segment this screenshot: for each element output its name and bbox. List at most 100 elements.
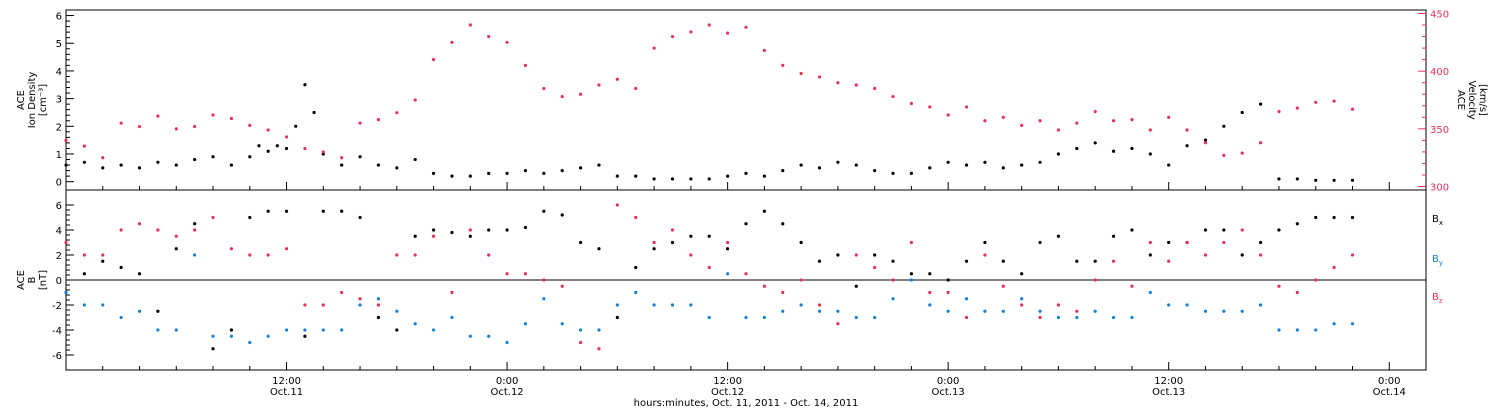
x-tick-time-2: 12:00 [713,376,742,387]
density-point-35 [634,174,638,178]
b-tick-label-1: -4 [52,326,62,337]
bz-point-12 [284,247,289,251]
bz-point-13 [303,303,307,307]
b-tick-label-0: -6 [52,351,62,362]
bz-point-61 [1185,240,1189,245]
velocity-point-39 [781,63,785,67]
bx-point-51 [1001,259,1005,263]
density-point-9 [229,163,234,167]
bz-point-54 [1056,303,1061,307]
x-tick-day-5: Oct.14 [1373,387,1406,398]
by-point-19 [413,322,417,326]
velocity-point-61 [1185,128,1189,132]
velocity-point-26 [542,86,546,91]
density-point-66 [1203,138,1208,142]
bz-point-48 [946,290,950,295]
bx-point-47 [928,272,932,276]
bx-point-68 [1314,215,1318,220]
bx-point-63 [1222,228,1226,232]
bz-point-53 [1038,315,1042,320]
bz-point-29 [597,347,601,351]
by-point-10 [248,340,252,345]
velocity-ylabel-line2: Velocity [1466,80,1477,119]
x-tick-time-5: 0:00 [1378,376,1400,387]
density-tick-label-6: 6 [56,12,62,23]
velocity-point-9 [229,116,234,121]
bz-point-9 [229,247,234,251]
bx-point-3 [119,265,123,270]
bx-point-10 [248,215,252,220]
x-tick-day-1: Oct.12 [490,387,523,398]
density-point-15 [294,124,298,128]
bz-point-51 [1001,284,1005,288]
density-point-68 [1240,110,1244,115]
bz-point-62 [1203,253,1208,257]
top-data-points [64,23,1355,182]
by-point-38 [762,315,766,320]
velocity-point-56 [1093,109,1097,114]
by-point-70 [1350,322,1355,326]
bz-point-18 [395,253,399,257]
by-point-30 [615,303,619,307]
by-point-0 [64,290,68,295]
density-point-7 [193,157,197,162]
velocity-point-35 [707,23,711,27]
bx-point-58 [1130,228,1134,232]
velocity-point-44 [873,86,877,91]
bz-point-3 [119,228,123,232]
velocity-point-3 [119,121,123,125]
by-point-18 [395,309,399,313]
velocity-point-63 [1222,153,1226,157]
bz-point-49 [964,315,969,320]
density-point-67 [1222,124,1226,128]
by-point-3 [119,315,123,320]
density-point-17 [312,110,316,115]
bz-point-55 [1075,309,1079,313]
velocity-ylabel-line1: ACE [1455,90,1466,110]
velocity-point-15 [340,156,344,160]
bx-point-66 [1277,228,1281,232]
density-point-59 [1075,146,1079,151]
density-point-41 [744,171,748,175]
bz-point-57 [1111,259,1116,263]
density-point-44 [799,163,803,167]
by-point-60 [1167,303,1171,307]
by-point-16 [358,303,362,307]
bx-point-23 [487,228,491,232]
by-point-21 [450,315,454,320]
density-point-62 [1130,146,1134,151]
density-point-20 [358,155,362,159]
bz-point-70 [1350,253,1355,257]
density-point-25 [450,174,454,178]
bx-point-40 [799,240,803,245]
bz-point-6 [174,234,178,238]
by-point-42 [836,309,840,313]
bx-point-27 [560,213,564,217]
by-point-53 [1038,309,1042,313]
density-point-51 [928,166,932,170]
bz-point-26 [542,278,546,282]
bx-point-56 [1093,259,1097,263]
by-point-23 [487,334,491,338]
bz-point-5 [156,228,160,232]
b-tick-label-5: 4 [56,226,62,237]
bz-point-7 [193,228,197,232]
density-point-72 [1314,178,1318,182]
density-point-16 [303,83,307,87]
by-point-65 [1258,303,1263,307]
bz-point-25 [523,272,528,276]
velocity-tick-label-2: 400 [1430,67,1449,78]
density-point-28 [505,171,509,175]
by-point-6 [174,328,178,332]
density-point-45 [817,166,822,170]
velocity-point-17 [376,118,381,122]
bx-point-15 [340,209,344,213]
bx-point-32 [652,247,656,251]
bz-point-69 [1332,265,1336,270]
velocity-ylabel-line3: [km/s] [1477,84,1488,116]
density-point-33 [597,163,601,167]
by-point-35 [707,315,711,320]
density-point-53 [964,163,969,167]
top-panel: 0 1 2 3 4 5 6 300 350 400 450 ACE Ion Density [cm… [16,9,1488,193]
bx-point-55 [1075,259,1079,263]
